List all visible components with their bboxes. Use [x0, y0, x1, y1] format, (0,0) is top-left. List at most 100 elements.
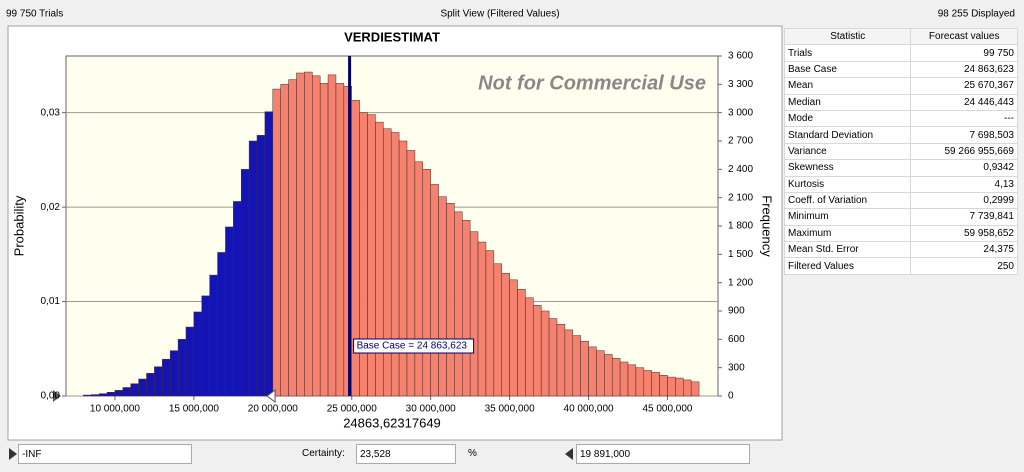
- upper-arrow[interactable]: [558, 444, 578, 464]
- y2-tick-label: 2 400: [728, 164, 753, 175]
- stat-row: Filtered Values 250: [783, 257, 1018, 275]
- y-tick-label: 0,02: [41, 202, 61, 213]
- bar: [312, 75, 321, 397]
- stat-value: 24,375: [910, 241, 1018, 259]
- stat-name: Standard Deviation: [783, 126, 912, 144]
- bar: [588, 346, 597, 397]
- base-case-label: Base Case = 24 863,623: [357, 341, 468, 352]
- column-header: Statistic: [783, 27, 912, 46]
- bar: [683, 379, 692, 397]
- lower-arrow[interactable]: [4, 444, 24, 464]
- stat-value: 24 863,623: [910, 60, 1018, 79]
- x-tick-label: 10 000,000: [90, 404, 140, 415]
- bar: [540, 310, 550, 397]
- stat-row: Mean Std. Error 24,375: [783, 241, 1018, 259]
- bar: [114, 390, 124, 397]
- bar: [193, 311, 203, 397]
- y2-tick-label: 1 800: [728, 221, 753, 232]
- y2-tick-label: 1 200: [728, 277, 753, 288]
- stat-value: 0,9342: [910, 159, 1018, 177]
- lower-bound-input[interactable]: -INF: [18, 444, 192, 464]
- bar: [217, 252, 226, 397]
- bar: [564, 329, 574, 397]
- bar: [643, 370, 652, 397]
- stat-name: Trials: [783, 44, 912, 62]
- y2-tick-label: 3 000: [728, 107, 753, 118]
- stat-value: 7 739,841: [910, 208, 1018, 226]
- bar: [485, 250, 495, 397]
- stat-row: Variance 59 266 955,669: [783, 142, 1018, 161]
- bar: [162, 358, 171, 397]
- bar: [383, 128, 392, 397]
- bar: [659, 374, 668, 397]
- y2-tick-label: 2 100: [728, 192, 753, 203]
- stat-row: Base Case 24 863,623: [783, 60, 1018, 79]
- bar: [675, 377, 684, 397]
- bar: [296, 72, 305, 397]
- bar: [493, 263, 502, 397]
- stat-name: Mean Std. Error: [783, 241, 912, 259]
- bar: [454, 211, 463, 397]
- y-tick-label: 0,01: [41, 296, 61, 307]
- bar: [438, 196, 447, 397]
- stat-name: Mean: [783, 77, 912, 95]
- stat-row: Coeff. of Variation 0,2999: [783, 191, 1018, 210]
- stat-row: Median 24 446,443: [783, 93, 1018, 111]
- stat-row: Mode ---: [783, 109, 1018, 128]
- stat-value: 250: [910, 257, 1018, 275]
- stat-value: 59 266 955,669: [910, 142, 1018, 161]
- y2-tick-label: 3 600: [728, 51, 753, 62]
- stat-row: Minimum 7 739,841: [783, 208, 1018, 226]
- bar: [138, 378, 147, 397]
- stat-value: 25 670,367: [910, 77, 1018, 95]
- bar: [375, 121, 384, 397]
- stat-value: 7 698,503: [910, 126, 1018, 144]
- bar: [225, 226, 234, 397]
- bar: [106, 391, 116, 397]
- bar: [619, 361, 629, 397]
- y2-tick-label: 900: [728, 306, 745, 317]
- bar: [319, 83, 329, 397]
- base-case-box: [353, 338, 475, 354]
- bar: [272, 88, 281, 397]
- bar: [406, 150, 416, 397]
- bar: [635, 367, 645, 397]
- bar: [596, 350, 605, 397]
- upper-bound-input[interactable]: 19 891,000: [576, 444, 750, 464]
- y-axis-title: Probability: [11, 195, 26, 256]
- y2-tick-label: 600: [728, 334, 745, 345]
- bar: [256, 135, 266, 397]
- bar: [209, 274, 218, 397]
- y-tick-label: 0,00: [41, 391, 61, 402]
- bar: [91, 394, 100, 397]
- stat-name: Maximum: [783, 224, 912, 243]
- stat-value: ---: [910, 109, 1018, 128]
- stat-row: Standard Deviation 7 698,503: [783, 126, 1018, 144]
- bar: [98, 393, 108, 397]
- bar: [690, 381, 700, 397]
- trials: 99 750 Trials: [6, 9, 63, 20]
- bar: [525, 297, 534, 397]
- bar: [233, 201, 242, 397]
- certainty-input[interactable]: 23,528: [356, 444, 456, 464]
- bar: [280, 84, 289, 397]
- bar: [146, 373, 155, 397]
- y2-tick-label: 0: [728, 391, 734, 402]
- y-tick-label: 0,03: [41, 107, 61, 118]
- bar: [572, 335, 581, 397]
- x-tick-label: 35 000,000: [485, 404, 535, 415]
- bar: [509, 279, 518, 397]
- stat-name: Kurtosis: [783, 175, 912, 193]
- bar: [398, 140, 408, 397]
- chart-title: VERDIESTIMAT: [344, 29, 440, 44]
- bar: [548, 318, 558, 397]
- column-header: Forecast values: [910, 27, 1018, 46]
- bar: [517, 289, 526, 397]
- stat-value: 24 446,443: [910, 93, 1018, 111]
- lower-grabber[interactable]: [53, 390, 61, 402]
- bar: [462, 220, 471, 397]
- bar: [248, 140, 258, 397]
- displayed: 98 255 Displayed: [938, 9, 1015, 20]
- certainty-unit: %: [468, 448, 477, 459]
- stat-value: 4,13: [910, 175, 1018, 193]
